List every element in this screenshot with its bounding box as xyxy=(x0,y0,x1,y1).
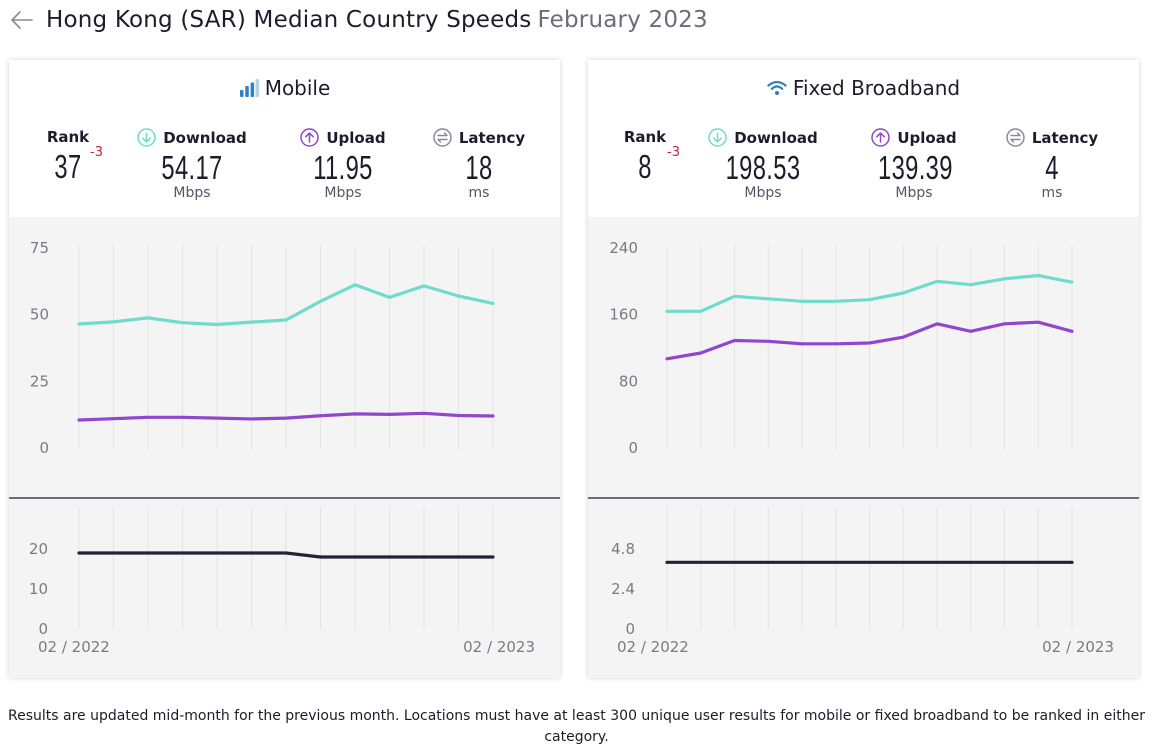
latency-arrows-icon xyxy=(433,128,452,147)
y-tick-label: 4.8 xyxy=(611,540,635,558)
download-arrow-icon xyxy=(708,128,727,147)
download-label-text: Download xyxy=(163,128,247,147)
download-label: Download xyxy=(708,128,818,147)
x-tick-label: 02 / 2023 xyxy=(463,638,535,656)
series-line-latency xyxy=(77,551,495,559)
mobile-latency-stat: Latency 18 ms xyxy=(429,128,529,201)
y-tick-label: 80 xyxy=(619,372,638,390)
download-value: 54.17 xyxy=(161,149,223,186)
mobile-chart: 0 25 50 75 0 10 20 02 / 2022 02 / 2023 xyxy=(9,239,560,656)
download-arrow-icon xyxy=(137,128,156,147)
x-tick-label: 02 / 2023 xyxy=(1042,638,1114,656)
fixed-broadband-card: Fixed Broadband Rank 8 -3 Download 198.5… xyxy=(588,60,1139,678)
mobile-upload-stat: Upload 11.95 Mbps xyxy=(293,128,393,201)
wifi-icon xyxy=(767,80,787,96)
rank-label: Rank xyxy=(623,128,667,146)
fixed-upload-stat: Upload 139.39 Mbps xyxy=(864,128,964,201)
upload-arrow-icon xyxy=(871,128,891,147)
download-label: Download xyxy=(137,128,247,147)
y-tick-label: 75 xyxy=(30,239,49,257)
latency-value: 18 xyxy=(465,149,493,186)
y-tick-label: 0 xyxy=(625,620,635,638)
latency-label-text: Latency xyxy=(1031,128,1099,147)
fixed-chart: 0 80 160 240 0 2.4 4.8 02 / 2022 02 / 2023 xyxy=(588,239,1139,656)
footnote: Results are updated mid-month for the pr… xyxy=(8,708,1145,745)
rank-label: Rank xyxy=(46,128,90,146)
y-tick-label: 240 xyxy=(609,239,638,257)
mobile-card: Mobile Rank 37 -3 Download 54.17 Mbps Up… xyxy=(9,60,560,678)
mobile-card-title: Mobile xyxy=(9,76,560,100)
signal-bars-icon xyxy=(239,79,259,97)
upload-arrow-icon xyxy=(300,128,320,147)
page-header: Hong Kong (SAR) Median Country Speeds Feb… xyxy=(8,4,708,36)
y-tick-label: 50 xyxy=(30,306,49,324)
latency-unit: ms xyxy=(1041,185,1063,201)
x-tick-label: 02 / 2022 xyxy=(38,638,110,656)
mobile-summary: Mobile Rank 37 -3 Download 54.17 Mbps Up… xyxy=(9,60,560,217)
latency-label: Latency xyxy=(1002,128,1102,147)
page-title-location: Hong Kong (SAR) Median Country Speeds xyxy=(46,7,532,33)
rank-change: -3 xyxy=(667,145,680,160)
y-tick-label: 2.4 xyxy=(611,580,635,598)
upload-label: Upload xyxy=(864,128,964,147)
fixed-latency-stat: Latency 4 ms xyxy=(1002,128,1102,201)
latency-label-text: Latency xyxy=(458,128,526,147)
y-tick-label: 0 xyxy=(39,439,49,457)
y-tick-label: 20 xyxy=(29,540,48,558)
download-unit: Mbps xyxy=(744,185,782,201)
y-tick-label: 0 xyxy=(628,439,638,457)
page-title-date: February 2023 xyxy=(537,7,708,33)
mobile-rank-stat: Rank 37 xyxy=(37,128,99,184)
upload-value: 11.95 xyxy=(313,149,373,186)
fixed-title-label: Fixed Broadband xyxy=(792,76,961,100)
y-tick-label: 25 xyxy=(30,372,49,390)
series-line-download xyxy=(77,283,495,327)
rank-value: 37 xyxy=(54,148,82,185)
y-tick-label: 10 xyxy=(29,580,48,598)
y-tick-label: 0 xyxy=(38,620,48,638)
fixed-card-title: Fixed Broadband xyxy=(588,76,1139,100)
upload-unit: Mbps xyxy=(324,185,362,201)
page-title: Hong Kong (SAR) Median Country Speeds Feb… xyxy=(46,7,708,33)
series-line-download xyxy=(665,273,1074,313)
download-unit: Mbps xyxy=(173,185,211,201)
latency-value: 4 xyxy=(1045,149,1059,186)
mobile-title-label: Mobile xyxy=(264,76,331,100)
upload-label: Upload xyxy=(293,128,393,147)
fixed-summary: Fixed Broadband Rank 8 -3 Download 198.5… xyxy=(588,60,1139,217)
series-line-upload xyxy=(77,411,495,422)
x-tick-label: 02 / 2022 xyxy=(617,638,689,656)
arrow-left-icon[interactable] xyxy=(8,6,36,34)
fixed-download-stat: Download 198.53 Mbps xyxy=(708,128,818,201)
mobile-download-stat: Download 54.17 Mbps xyxy=(137,128,247,201)
series-line-upload xyxy=(665,320,1074,361)
latency-unit: ms xyxy=(468,185,490,201)
latency-label: Latency xyxy=(429,128,529,147)
upload-value: 139.39 xyxy=(878,149,953,186)
download-label-text: Download xyxy=(734,128,818,147)
upload-label-text: Upload xyxy=(897,128,957,147)
rank-change: -3 xyxy=(90,145,103,160)
fixed-rank-stat: Rank 8 xyxy=(614,128,676,184)
latency-arrows-icon xyxy=(1006,128,1025,147)
upload-unit: Mbps xyxy=(895,185,933,201)
upload-label-text: Upload xyxy=(326,128,386,147)
rank-value: 8 xyxy=(638,148,652,185)
download-value: 198.53 xyxy=(725,149,801,186)
y-tick-label: 160 xyxy=(609,306,638,324)
